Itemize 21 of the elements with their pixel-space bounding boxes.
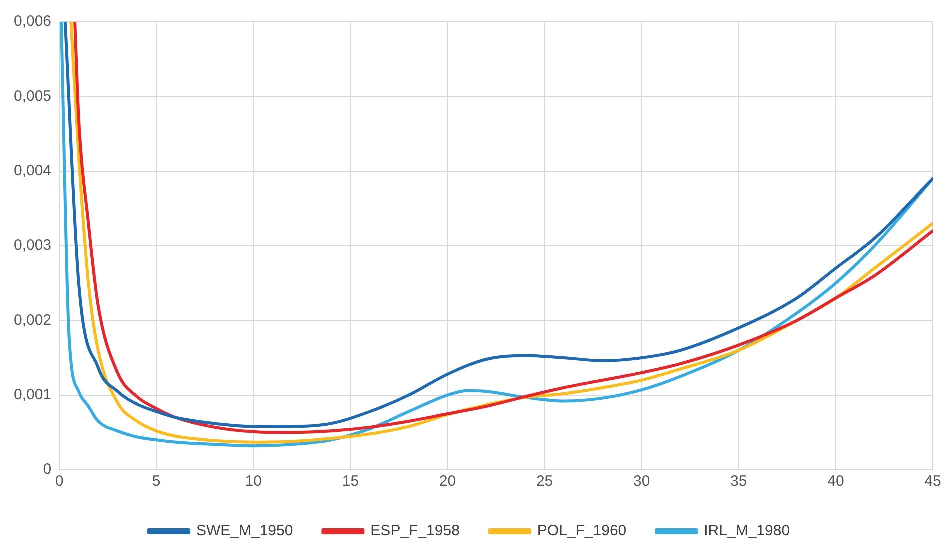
y-tick-label: 0,001 [14, 386, 52, 404]
y-tick-label: 0 [43, 461, 52, 478]
x-tick-label: 30 [634, 473, 650, 490]
x-tick-label: 40 [828, 473, 844, 490]
y-tick-label: 0,005 [14, 88, 52, 105]
legend-label: POL_F_1960 [537, 522, 627, 540]
x-tick-label: 45 [924, 473, 942, 490]
x-tick-label: 20 [439, 473, 456, 490]
legend-label: IRL_M_1980 [704, 522, 790, 540]
x-tick-label: 0 [55, 473, 64, 490]
x-tick-label: 15 [342, 473, 360, 490]
x-tick-label: 25 [536, 473, 554, 490]
legend-label: ESP_F_1958 [370, 522, 460, 540]
y-tick-label: 0,006 [14, 13, 52, 30]
y-tick-label: 0,002 [14, 312, 52, 329]
y-tick-label: 0,004 [14, 162, 52, 180]
x-tick-label: 35 [730, 473, 748, 490]
y-tick-label: 0,003 [14, 237, 52, 254]
x-tick-label: 5 [152, 473, 161, 490]
legend-label: SWE_M_1950 [196, 522, 294, 540]
x-tick-label: 10 [245, 473, 262, 490]
